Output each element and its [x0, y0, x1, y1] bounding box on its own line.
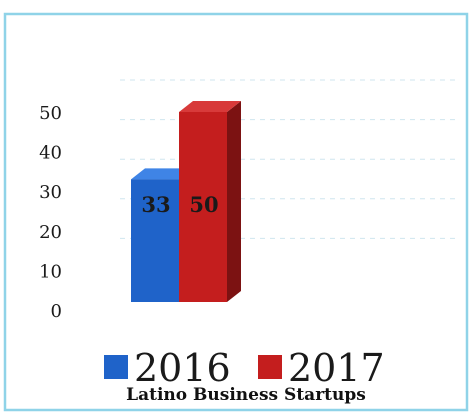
bar-2016 — [131, 179, 179, 302]
y-tick-label: 40 — [39, 143, 62, 164]
legend-swatch-2017 — [258, 355, 282, 379]
chart-title: Latino Business Startups — [126, 385, 366, 405]
bar-2017 — [179, 112, 227, 302]
data-label-2017: 50 — [189, 192, 218, 217]
y-tick-label: 20 — [39, 222, 62, 243]
y-tick-label: 0 — [51, 301, 62, 322]
y-tick-label: 50 — [39, 103, 62, 124]
bar-side-2017 — [227, 101, 241, 302]
y-tick-label: 10 — [39, 261, 62, 282]
bars: 33 50 — [131, 101, 241, 302]
legend-label-2017: 2017 — [288, 346, 385, 390]
legend: 2016 2017 — [104, 346, 385, 390]
legend-swatch-2016 — [104, 355, 128, 379]
y-tick-label: 30 — [39, 182, 62, 203]
y-axis: 0 10 20 30 40 50 — [39, 103, 62, 322]
legend-label-2016: 2016 — [134, 346, 231, 390]
bar-top-2016 — [131, 168, 193, 180]
bar-top-2017 — [179, 101, 241, 112]
data-label-2016: 33 — [141, 192, 170, 217]
